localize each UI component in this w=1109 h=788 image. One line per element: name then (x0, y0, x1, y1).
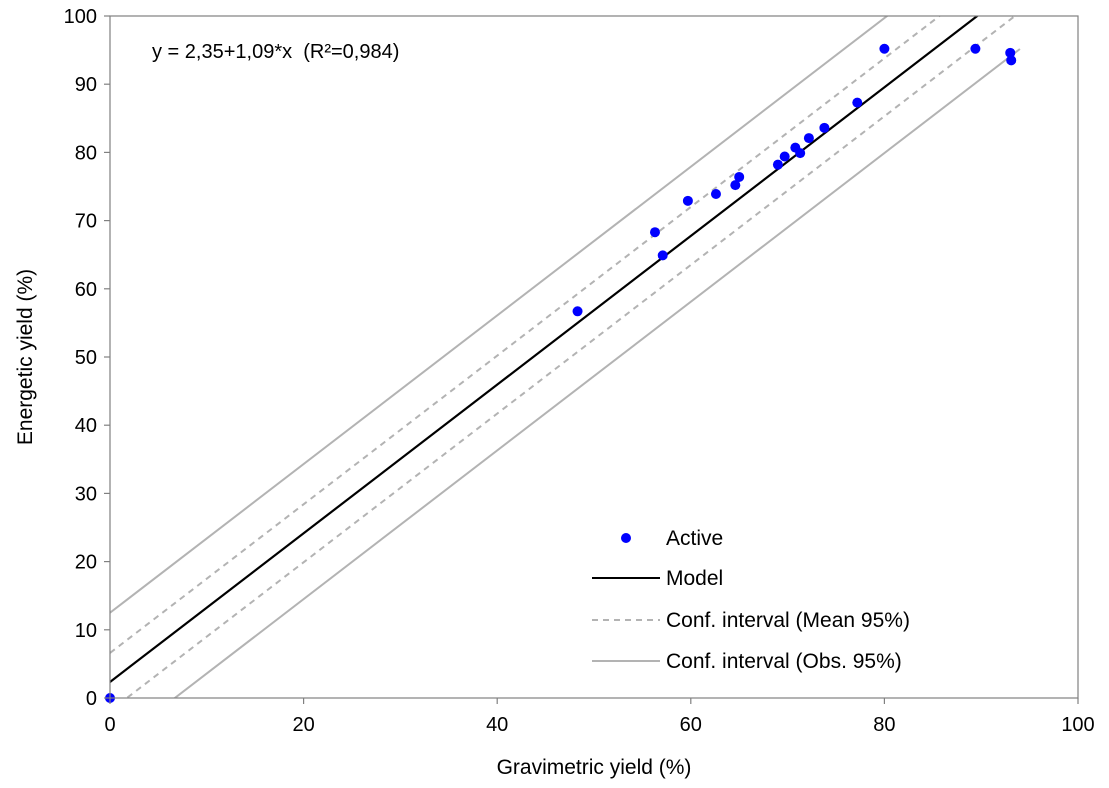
data-point (734, 171, 745, 182)
y-tick-label: 20 (75, 552, 97, 574)
x-tick-label: 40 (486, 714, 508, 736)
data-point (682, 195, 693, 206)
y-tick-label: 10 (75, 620, 97, 642)
legend-label-obs-ci: Conf. interval (Obs. 95%) (666, 650, 902, 673)
data-point (852, 97, 863, 108)
y-tick-label: 30 (75, 483, 97, 505)
data-point (772, 159, 783, 170)
data-point (879, 43, 890, 54)
data-point (970, 43, 981, 54)
y-tick-label: 50 (75, 347, 97, 369)
x-axis-title: Gravimetric yield (%) (497, 756, 692, 779)
data-point (730, 180, 741, 191)
y-tick-label: 40 (75, 415, 97, 437)
data-point (649, 227, 660, 238)
y-tick-label: 0 (86, 688, 97, 710)
data-point (657, 250, 668, 261)
y-axis-title: Energetic yield (%) (14, 269, 37, 445)
data-point (795, 148, 806, 159)
legend-label-active: Active (666, 527, 723, 550)
y-tick-label: 100 (64, 6, 97, 28)
x-tick-label: 20 (292, 714, 314, 736)
y-tick-label: 60 (75, 279, 97, 301)
regression-equation: y = 2,35+1,09*x (R²=0,984) (152, 41, 399, 63)
data-point (1006, 55, 1017, 66)
legend-label-mean-ci: Conf. interval (Mean 95%) (666, 609, 910, 632)
data-point (779, 151, 790, 162)
model-line (110, 16, 980, 683)
y-tick-label: 80 (75, 142, 97, 164)
data-point (819, 122, 830, 133)
legend-label-model: Model (666, 567, 723, 590)
mean-ci-lower-line (125, 16, 1017, 698)
data-point (572, 306, 583, 317)
data-point (1005, 47, 1016, 58)
data-point (803, 133, 814, 144)
x-tick-label: 0 (104, 714, 115, 736)
y-tick-label: 90 (75, 74, 97, 96)
x-tick-label: 60 (680, 714, 702, 736)
x-tick-label: 100 (1061, 714, 1094, 736)
x-tick-label: 80 (873, 714, 895, 736)
legend-marker-active (621, 533, 631, 543)
obs-ci-lower-line (173, 48, 1021, 698)
legend: Active Model Conf. interval (Mean 95%) C… (592, 527, 910, 673)
data-point (710, 189, 721, 200)
mean-ci-upper-line (110, 16, 942, 654)
y-tick-label: 70 (75, 211, 97, 233)
obs-ci-upper-line (110, 16, 889, 614)
